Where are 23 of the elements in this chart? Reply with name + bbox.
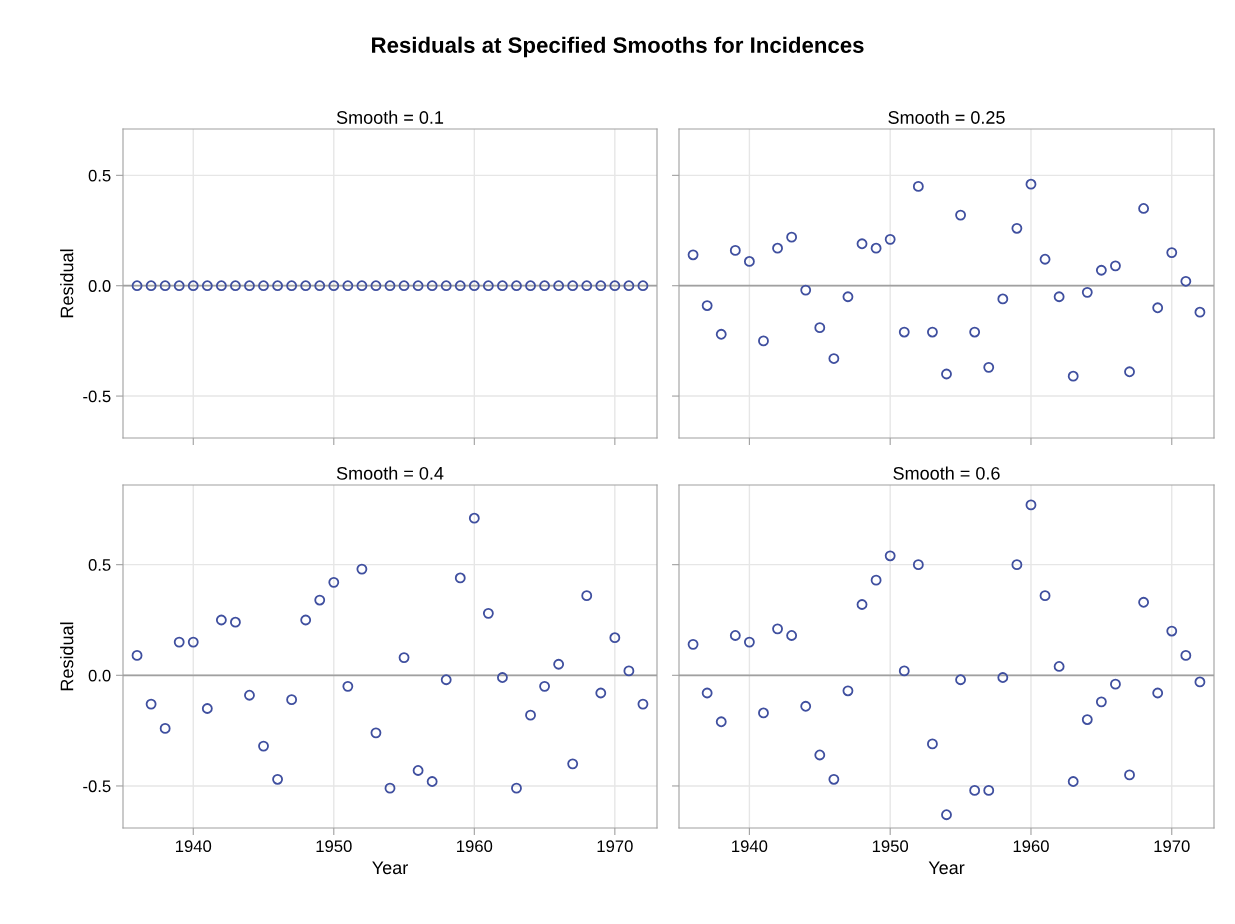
y-tick-label: 0.5 — [88, 559, 111, 571]
text: Residuals at Specified Smooths for Incidences — [372, 36, 864, 58]
y-tick-label: -0.5 — [83, 780, 111, 793]
x-tick-label: 1940 — [732, 840, 768, 853]
x-tick-label: 1970 — [597, 840, 633, 853]
y-tick-label: 0.0 — [88, 669, 111, 682]
chart-subtitle: Smooth = 0.6 — [893, 466, 1000, 480]
x-tick-label: 1960 — [1013, 840, 1049, 853]
y-tick-label: -0.5 — [83, 390, 111, 403]
y-tick-label: 0.0 — [88, 280, 111, 292]
x-axis-title: Year — [372, 861, 408, 875]
y-axis-title: Residual — [60, 622, 74, 691]
x-axis-title: Year — [928, 861, 965, 875]
x-tick-label: 1940 — [176, 840, 212, 853]
chart-subtitle: Smooth = 0.1 — [336, 110, 444, 124]
x-tick-label: 1970 — [1154, 840, 1190, 853]
x-tick-label: 1960 — [457, 840, 493, 853]
y-axis-title: Residual — [60, 249, 74, 318]
chart-subtitle: Smooth = 0.25 — [888, 110, 1005, 124]
chart-subtitle: Smooth = 0.4 — [336, 466, 444, 480]
x-tick-label: 1950 — [316, 840, 352, 853]
x-tick-label: 1950 — [872, 840, 909, 853]
y-tick-label: 0.5 — [88, 169, 111, 182]
